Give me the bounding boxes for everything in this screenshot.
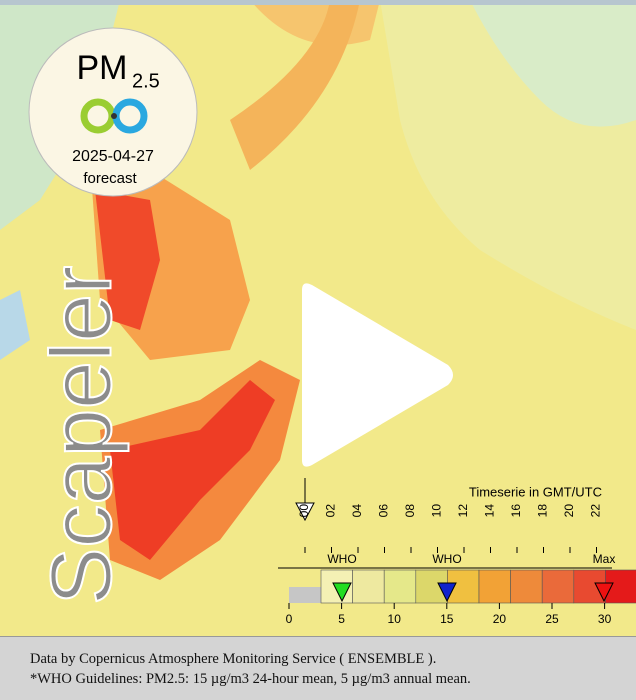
pollution-area — [230, 0, 360, 170]
sea-region — [470, 0, 636, 127]
footer-line: *WHO Guidelines: PM2.5: 15 µg/m3 24-hour… — [30, 671, 471, 687]
hour-label: 16 — [509, 504, 523, 518]
legend-marker — [332, 582, 352, 603]
hour-label: 18 — [536, 504, 550, 518]
lake — [0, 290, 30, 360]
colorbar-tick-label: 15 — [440, 612, 454, 626]
hour-label: 10 — [430, 504, 444, 518]
colorbar-tick-label: 5 — [338, 612, 345, 626]
hour-label: 22 — [589, 504, 603, 518]
hour-label: 06 — [377, 504, 391, 518]
legend-marker — [594, 582, 614, 603]
logo-date: 2025-04-27 — [72, 148, 154, 165]
legend-marker — [437, 582, 457, 603]
colorbar-tick-label: 20 — [493, 612, 507, 626]
footer-line: Data by Copernicus Atmosphere Monitoring… — [30, 651, 437, 667]
colorbar-segment — [383, 569, 417, 604]
colorbar-segment — [541, 569, 575, 604]
colorbar-tick-label: 0 — [286, 612, 293, 626]
colorbar-low — [289, 587, 321, 603]
colorbar-tick-label: 10 — [388, 612, 402, 626]
colorbar-segment — [510, 569, 543, 604]
colorbar-tick-label: 30 — [598, 612, 612, 626]
logo-icon — [111, 113, 117, 119]
timeline-title: Timeserie in GMT/UTC — [469, 484, 602, 499]
logo-title: PM — [77, 49, 128, 87]
hour-label: 02 — [324, 504, 338, 518]
pollution-area — [95, 190, 160, 330]
hour-label: 14 — [483, 504, 497, 518]
hour-label: 12 — [456, 504, 470, 518]
legend-marker-label: WHO — [432, 552, 461, 566]
hour-label: 00 — [297, 504, 311, 518]
hour-label: 04 — [350, 504, 364, 518]
pollution-area — [110, 380, 275, 560]
colorbar-tick-label: 25 — [545, 612, 559, 626]
legend-marker-label: WHO — [327, 552, 356, 566]
top-bar — [0, 0, 636, 5]
legend-marker-label: Max — [593, 552, 616, 566]
map: PM 2.5 2025-04-27 forecast Scapeler Time… — [0, 0, 636, 636]
footer: Data by Copernicus Atmosphere Monitoring… — [0, 636, 636, 700]
time-pointer — [295, 502, 315, 522]
brand: Scapeler — [34, 266, 130, 605]
hour-label: 08 — [403, 504, 417, 518]
logo-subscript: 2.5 — [132, 70, 160, 92]
hour-label: 20 — [562, 504, 576, 518]
logo-label: forecast — [83, 170, 137, 187]
colorbar-segment — [352, 569, 385, 604]
play-button[interactable] — [302, 283, 453, 467]
colorbar-segment — [478, 569, 511, 604]
